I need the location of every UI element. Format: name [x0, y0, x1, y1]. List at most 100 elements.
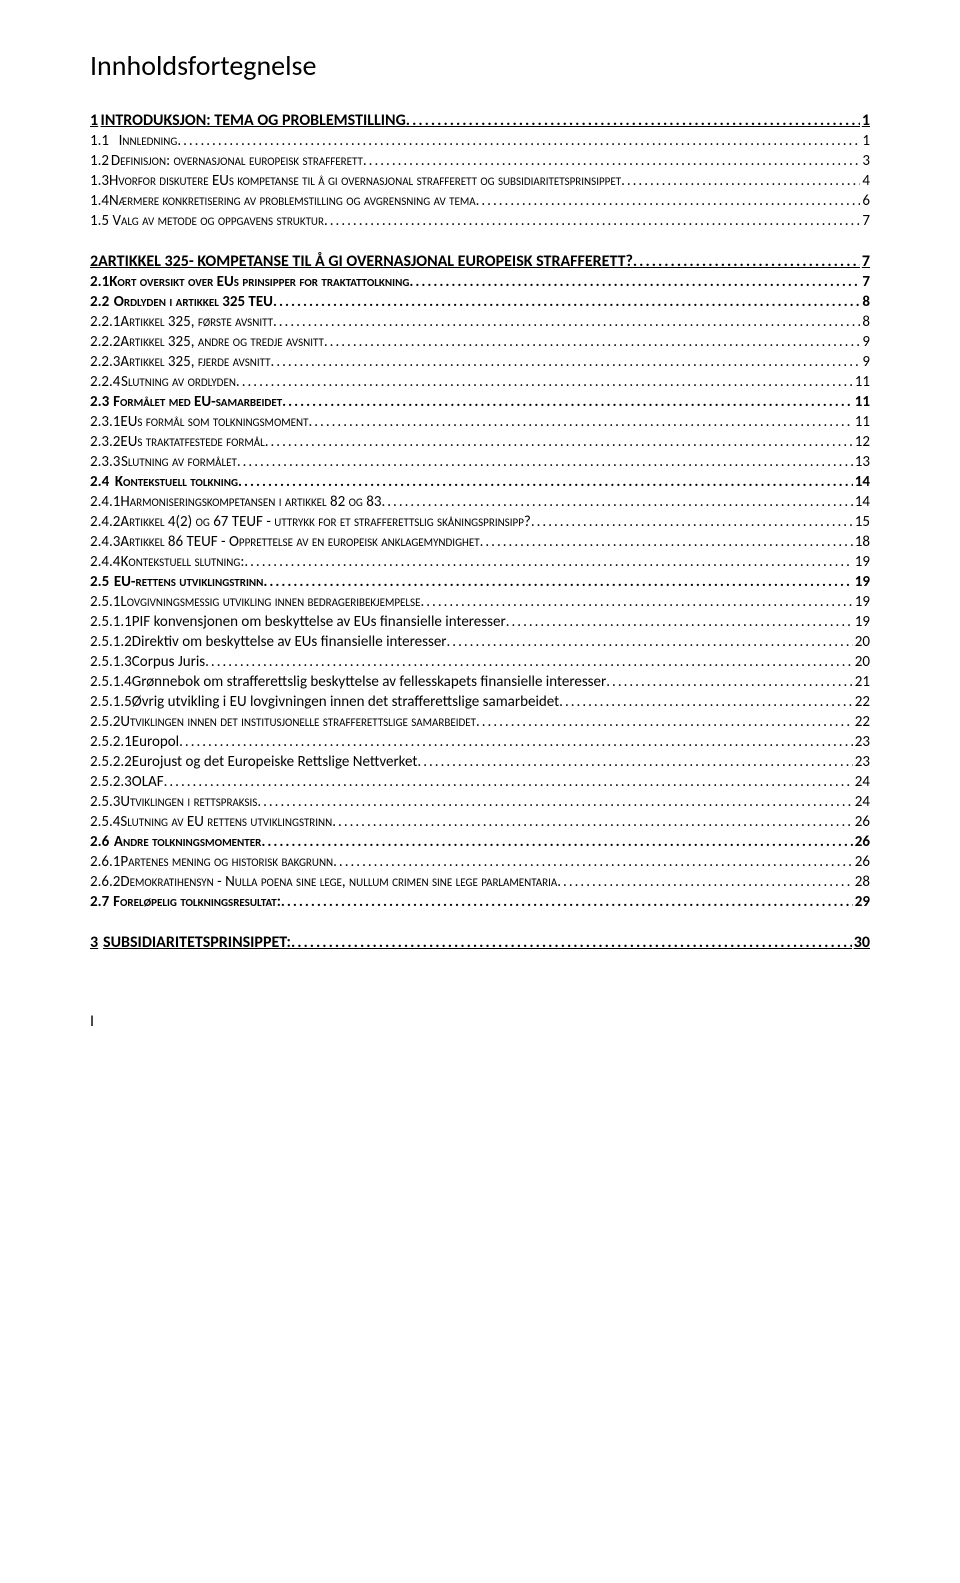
toc-entry-label: Artikkel 325, andre og tredje avsnitt: [120, 333, 324, 351]
toc-entry-label: PIF konvensjonen om beskyttelse av EUs f…: [132, 613, 506, 631]
toc-entry-page: 24: [853, 793, 870, 811]
toc-entry-label: Slutning av formålet: [121, 453, 237, 471]
toc-entry-number: 2: [90, 252, 98, 271]
toc-leader-dots: [281, 893, 853, 911]
toc-entry[interactable]: 2.2Ordlyden i artikkel 325 TEU 8: [90, 293, 870, 311]
toc-leader-dots: [265, 433, 853, 451]
toc-entry[interactable]: 1.5Valg av metode og oppgavens struktur …: [90, 212, 870, 230]
toc-leader-dots: [238, 473, 853, 491]
toc-entry[interactable]: 1.1Innledning 1: [90, 132, 870, 150]
toc-entry-number: 2.5.1.4: [90, 673, 132, 691]
toc-entry[interactable]: 2.5.2.3OLAF 24: [90, 773, 870, 791]
toc-entry[interactable]: 2.3.3Slutning av formålet 13: [90, 453, 870, 471]
toc-entry[interactable]: 1.2Definisjon: overnasjonal europeisk st…: [90, 152, 870, 170]
toc-entry-page: 13: [853, 453, 870, 471]
toc-entry-page: 1: [860, 132, 870, 150]
toc-entry[interactable]: 2.6Andre tolkningsmomenter 26: [90, 833, 870, 851]
toc-entry[interactable]: 2.5.1Lovgivningsmessig utvikling innen b…: [90, 593, 870, 611]
toc-entry[interactable]: 2.4.1Harmoniseringskompetansen i artikke…: [90, 493, 870, 511]
toc-entry-page: 26: [853, 833, 870, 851]
toc-entry[interactable]: 2.3.2EUs traktatfestede formål 12: [90, 433, 870, 451]
toc-entry-label: Innledning: [119, 132, 178, 150]
toc-entry[interactable]: 2.2.1Artikkel 325, første avsnitt 8: [90, 313, 870, 331]
toc-entry-number: 2.3: [90, 393, 113, 411]
toc-entry[interactable]: 2.7Foreløpelig tolkningsresultat: 29: [90, 893, 870, 911]
toc-entry-label: EUs formål som tolkningsmoment: [120, 413, 308, 431]
toc-entry[interactable]: 2ARTIKKEL 325- KOMPETANSE TIL Å GI OVERN…: [90, 252, 870, 271]
toc-entry-page: 7: [860, 252, 870, 271]
toc-leader-dots: [333, 853, 853, 871]
toc-entry-page: 14: [853, 493, 870, 511]
toc-leader-dots: [308, 413, 852, 431]
toc-entry-number: 2.5.3: [90, 793, 120, 811]
toc-entry-label: Grønnebok om strafferettslig beskyttelse…: [132, 673, 606, 691]
toc-leader-dots: [177, 132, 860, 150]
toc-entry-label: Europol: [132, 733, 179, 751]
toc-entry[interactable]: 2.5.1.2Direktiv om beskyttelse av EUs fi…: [90, 633, 870, 651]
toc-entry-page: 19: [853, 553, 870, 571]
toc-entry-number: 2.7: [90, 893, 113, 911]
toc-entry[interactable]: 2.5.1.3Corpus Juris 20: [90, 653, 870, 671]
toc-entry-number: 2.5.2: [90, 713, 120, 731]
toc-leader-dots: [406, 111, 860, 130]
toc-entry-label: OLAF: [132, 773, 164, 791]
toc-entry-page: 22: [853, 713, 870, 731]
toc-entry-number: 1: [90, 111, 101, 130]
toc-entry-page: 26: [853, 813, 870, 831]
toc-entry-page: 18: [853, 533, 870, 551]
toc-entry[interactable]: 2.4.2Artikkel 4(2) og 67 TEUF - uttrykk …: [90, 513, 870, 531]
toc-leader-dots: [164, 773, 853, 791]
toc-leader-dots: [557, 873, 853, 891]
toc-entry-label: Formålet med EU-samarbeidet: [113, 393, 282, 411]
toc-entry-page: 4: [860, 172, 870, 190]
toc-entry-number: 2.5.1.2: [90, 633, 132, 651]
toc-leader-dots: [381, 493, 852, 511]
toc-entry[interactable]: 2.5.2.2Eurojust og det Europeiske Rettsl…: [90, 753, 870, 771]
page-number-roman: I: [90, 1012, 870, 1031]
toc-entry[interactable]: 2.2.2Artikkel 325, andre og tredje avsni…: [90, 333, 870, 351]
toc-entry-page: 9: [860, 353, 870, 371]
toc-entry[interactable]: 2.6.2Demokratihensyn - Nulla poena sine …: [90, 873, 870, 891]
toc-entry[interactable]: 2.2.4Slutning av ordlyden 11: [90, 373, 870, 391]
toc-entry-number: 2.4.3: [90, 533, 120, 551]
toc-entry[interactable]: 2.5.1.4Grønnebok om strafferettslig besk…: [90, 673, 870, 691]
toc-leader-dots: [205, 653, 853, 671]
toc-entry[interactable]: 2.5.1.5Øvrig utvikling i EU lovgivningen…: [90, 693, 870, 711]
toc-entry[interactable]: 2.3Formålet med EU-samarbeidet 11: [90, 393, 870, 411]
toc-entry[interactable]: 2.1Kort oversikt over EUs prinsipper for…: [90, 273, 870, 291]
toc-entry-label: Artikkel 325, fjerde avsnitt: [120, 353, 270, 371]
toc-entry-number: 2.4.2: [90, 513, 120, 531]
toc-entry[interactable]: 3SUBSIDIARITETSPRINSIPPET: 30: [90, 933, 870, 952]
toc-entry[interactable]: 2.5.3Utviklingen i rettspraksis 24: [90, 793, 870, 811]
toc-leader-dots: [332, 813, 853, 831]
toc-entry[interactable]: 2.5.2Utviklingen innen det institusjonel…: [90, 713, 870, 731]
toc-entry-page: 19: [853, 613, 870, 631]
toc-entry-number: 2.6.1: [90, 853, 120, 871]
toc-entry-number: 2.4.1: [90, 493, 120, 511]
toc-entry[interactable]: 2.2.3Artikkel 325, fjerde avsnitt 9: [90, 353, 870, 371]
toc-entry[interactable]: 1.3Hvorfor diskutere EUs kompetanse til …: [90, 172, 870, 190]
toc-entry-label: Slutning av ordlyden: [121, 373, 236, 391]
toc-entry[interactable]: 2.4.3Artikkel 86 TEUF - Opprettelse av e…: [90, 533, 870, 551]
toc-entry[interactable]: 2.3.1EUs formål som tolkningsmoment 11: [90, 413, 870, 431]
toc-entry[interactable]: 2.5EU-rettens utviklingstrinn 19: [90, 573, 870, 591]
toc-entry[interactable]: 2.5.2.1Europol 23: [90, 733, 870, 751]
toc-entry[interactable]: 2.4Kontekstuell tolkning 14: [90, 473, 870, 491]
toc-entry-label: Andre tolkningsmomenter: [114, 833, 261, 851]
toc-entry[interactable]: 2.5.4Slutning av EU rettens utviklingstr…: [90, 813, 870, 831]
toc-entry[interactable]: 1.4Nærmere konkretisering av problemstil…: [90, 192, 870, 210]
toc-entry-number: 2.5.1.5: [90, 693, 132, 711]
toc-leader-dots: [324, 333, 861, 351]
toc-leader-dots: [273, 293, 860, 311]
toc-entry[interactable]: 2.4.4Kontekstuell slutning: 19: [90, 553, 870, 571]
toc-entry-number: 2.2: [90, 293, 114, 311]
toc-entry-label: Direktiv om beskyttelse av EUs finansiel…: [132, 633, 447, 651]
toc-entry[interactable]: 2.6.1Partenes mening og historisk bakgru…: [90, 853, 870, 871]
toc-entry-label: Kort oversikt over EUs prinsipper for tr…: [109, 273, 409, 291]
toc-entry-number: 2.2.1: [90, 313, 120, 331]
toc-entry-page: 8: [860, 293, 870, 311]
toc-entry-label: Kontekstuell tolkning: [115, 473, 238, 491]
toc-leader-dots: [324, 212, 860, 230]
toc-entry[interactable]: 1INTRODUKSJON: TEMA OG PROBLEMSTILLING 1: [90, 111, 870, 130]
toc-entry[interactable]: 2.5.1.1PIF konvensjonen om beskyttelse a…: [90, 613, 870, 631]
